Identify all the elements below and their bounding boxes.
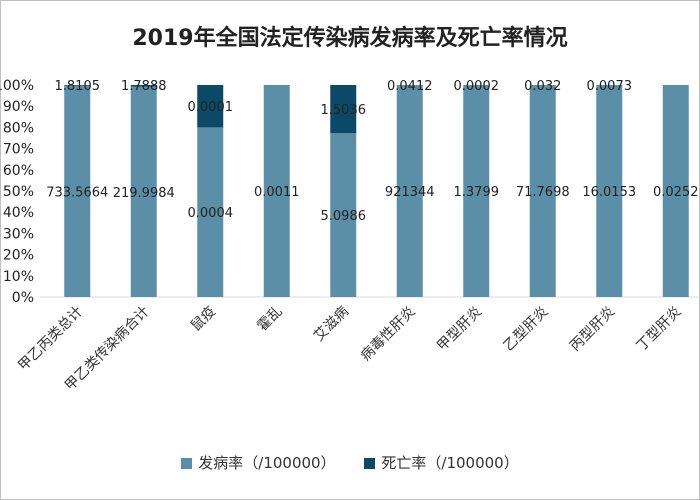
y-tick-label: 0% bbox=[12, 290, 34, 306]
bar-mortality bbox=[197, 85, 224, 128]
y-tick-label: 30% bbox=[3, 226, 34, 242]
bar-incidence bbox=[64, 85, 91, 297]
legend-swatch-incidence bbox=[181, 458, 193, 469]
data-label-mortality: 0.032 bbox=[524, 79, 561, 94]
data-label-incidence: 733.5664 bbox=[46, 185, 108, 200]
bar-mortality bbox=[64, 85, 91, 86]
bar-incidence bbox=[263, 85, 290, 297]
y-tick-label: 70% bbox=[3, 142, 34, 158]
data-label-incidence: 0.0252 bbox=[653, 185, 699, 200]
data-label-mortality: 0.0001 bbox=[188, 100, 234, 115]
legend-label-mortality: 死亡率（/100000） bbox=[381, 454, 519, 472]
legend-label-incidence: 发病率（/100000） bbox=[198, 454, 336, 472]
x-category-label: 艾滋病 bbox=[311, 304, 352, 345]
data-label-mortality: 1.8105 bbox=[55, 79, 101, 94]
legend: 发病率（/100000） 死亡率（/100000） bbox=[0, 452, 700, 473]
data-label-incidence: 5.0986 bbox=[321, 209, 367, 224]
data-label-incidence: 16.0153 bbox=[582, 185, 636, 200]
legend-item-incidence: 发病率（/100000） bbox=[181, 452, 336, 473]
data-label-mortality: 0.0073 bbox=[587, 79, 633, 94]
bar-incidence bbox=[330, 133, 357, 297]
data-label-mortality: 0.0412 bbox=[387, 79, 433, 94]
bar-mortality bbox=[330, 85, 357, 134]
y-tick-label: 80% bbox=[3, 120, 34, 136]
data-label-incidence: 0.0011 bbox=[254, 185, 300, 200]
data-label-mortality: 1.7888 bbox=[121, 79, 167, 94]
y-tick-label: 90% bbox=[3, 99, 34, 115]
x-category-label: 丙型肝炎 bbox=[567, 304, 618, 355]
bar-incidence bbox=[596, 85, 623, 297]
y-tick-label: 100% bbox=[0, 78, 34, 94]
data-label-mortality: 0.0002 bbox=[454, 79, 500, 94]
data-label-incidence: 219.9984 bbox=[113, 186, 175, 201]
x-category-label: 鼠疫 bbox=[188, 304, 219, 335]
data-label-incidence: 1.3799 bbox=[454, 185, 500, 200]
x-category-label: 病毒性肝炎 bbox=[358, 304, 419, 365]
bar-incidence bbox=[463, 85, 490, 297]
x-category-label: 丁型肝炎 bbox=[634, 304, 685, 355]
data-label-incidence: 0.0004 bbox=[188, 206, 234, 221]
bar-incidence bbox=[529, 85, 556, 297]
y-tick-label: 50% bbox=[3, 184, 34, 200]
legend-item-mortality: 死亡率（/100000） bbox=[364, 452, 519, 473]
bar-incidence bbox=[130, 86, 157, 297]
y-tick-label: 20% bbox=[3, 248, 34, 264]
y-tick-label: 60% bbox=[3, 163, 34, 179]
x-category-label: 霍乱 bbox=[254, 304, 285, 335]
bar-incidence bbox=[197, 127, 224, 298]
bar-incidence bbox=[662, 85, 689, 297]
data-label-incidence: 921344 bbox=[385, 185, 435, 200]
x-category-label: 甲型肝炎 bbox=[434, 304, 485, 355]
data-label-mortality: 1.5036 bbox=[321, 103, 367, 118]
legend-swatch-mortality bbox=[364, 458, 376, 469]
data-label-incidence: 71.7698 bbox=[516, 185, 570, 200]
bar-mortality bbox=[130, 85, 157, 87]
x-category-label: 乙型肝炎 bbox=[501, 304, 552, 355]
bar-incidence bbox=[396, 85, 423, 297]
y-tick-label: 10% bbox=[3, 269, 34, 285]
y-tick-label: 40% bbox=[3, 205, 34, 221]
x-category-label: 甲乙丙类总计 bbox=[15, 304, 86, 375]
chart-title: 2019年全国法定传染病发病率及死亡率情况 bbox=[132, 26, 568, 51]
